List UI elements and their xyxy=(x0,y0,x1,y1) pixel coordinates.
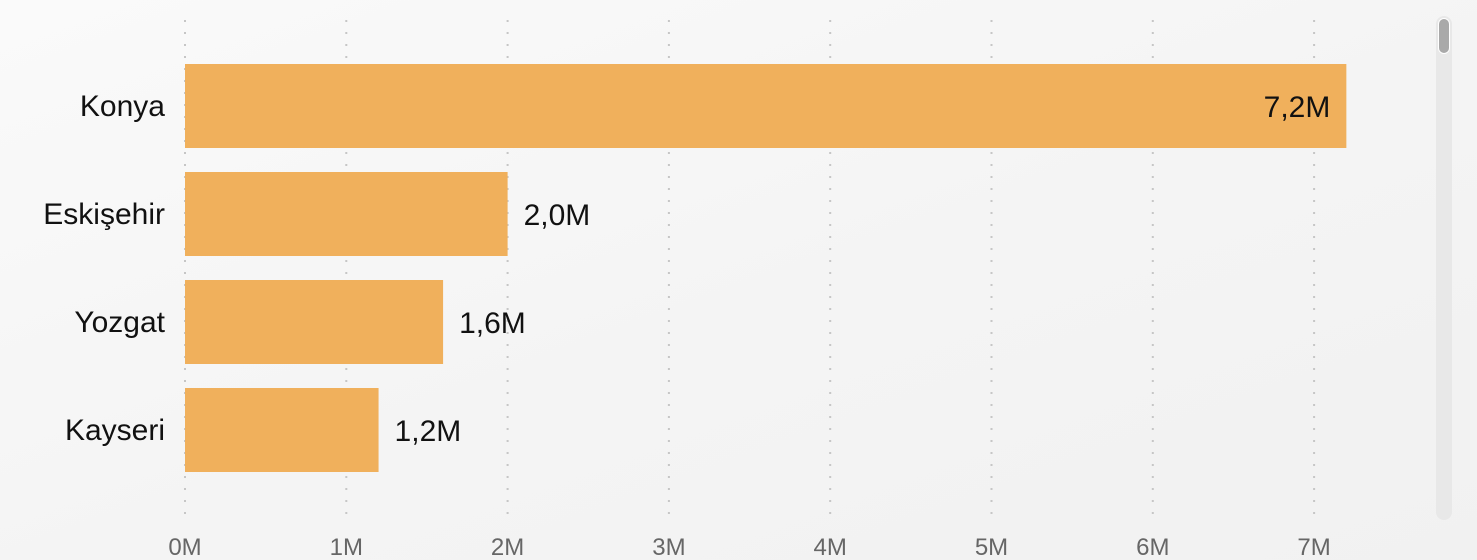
bar[interactable] xyxy=(185,280,444,364)
x-tick-label: 3M xyxy=(652,534,685,560)
bar[interactable] xyxy=(185,172,508,256)
category-label: Eskişehir xyxy=(43,198,165,231)
data-label: 1,6M xyxy=(459,307,526,340)
x-tick-label: 4M xyxy=(814,534,847,560)
x-tick-label: 1M xyxy=(330,534,363,560)
x-tick-label: 5M xyxy=(975,534,1008,560)
x-axis: 0M 1M 2M 3M 4M 5M 6M 7M xyxy=(168,534,1330,560)
labels: Konya 7,2M Eskişehir 2,0M Yozgat 1,6M Kayseri 1… xyxy=(43,90,1330,448)
x-tick-label: 2M xyxy=(491,534,524,560)
x-tick-label: 0M xyxy=(168,534,201,560)
category-label: Konya xyxy=(80,90,165,123)
vertical-scrollbar[interactable] xyxy=(1436,16,1452,520)
scrollbar-thumb[interactable] xyxy=(1438,18,1450,54)
bars xyxy=(185,64,1347,472)
x-tick-label: 7M xyxy=(1297,534,1330,560)
bar[interactable] xyxy=(185,388,379,472)
category-label: Yozgat xyxy=(74,306,165,339)
data-label: 2,0M xyxy=(524,199,591,232)
data-label: 7,2M xyxy=(1264,91,1331,124)
bar[interactable] xyxy=(185,64,1347,148)
data-label: 1,2M xyxy=(395,415,462,448)
x-tick-label: 6M xyxy=(1136,534,1169,560)
category-label: Kayseri xyxy=(65,414,165,447)
